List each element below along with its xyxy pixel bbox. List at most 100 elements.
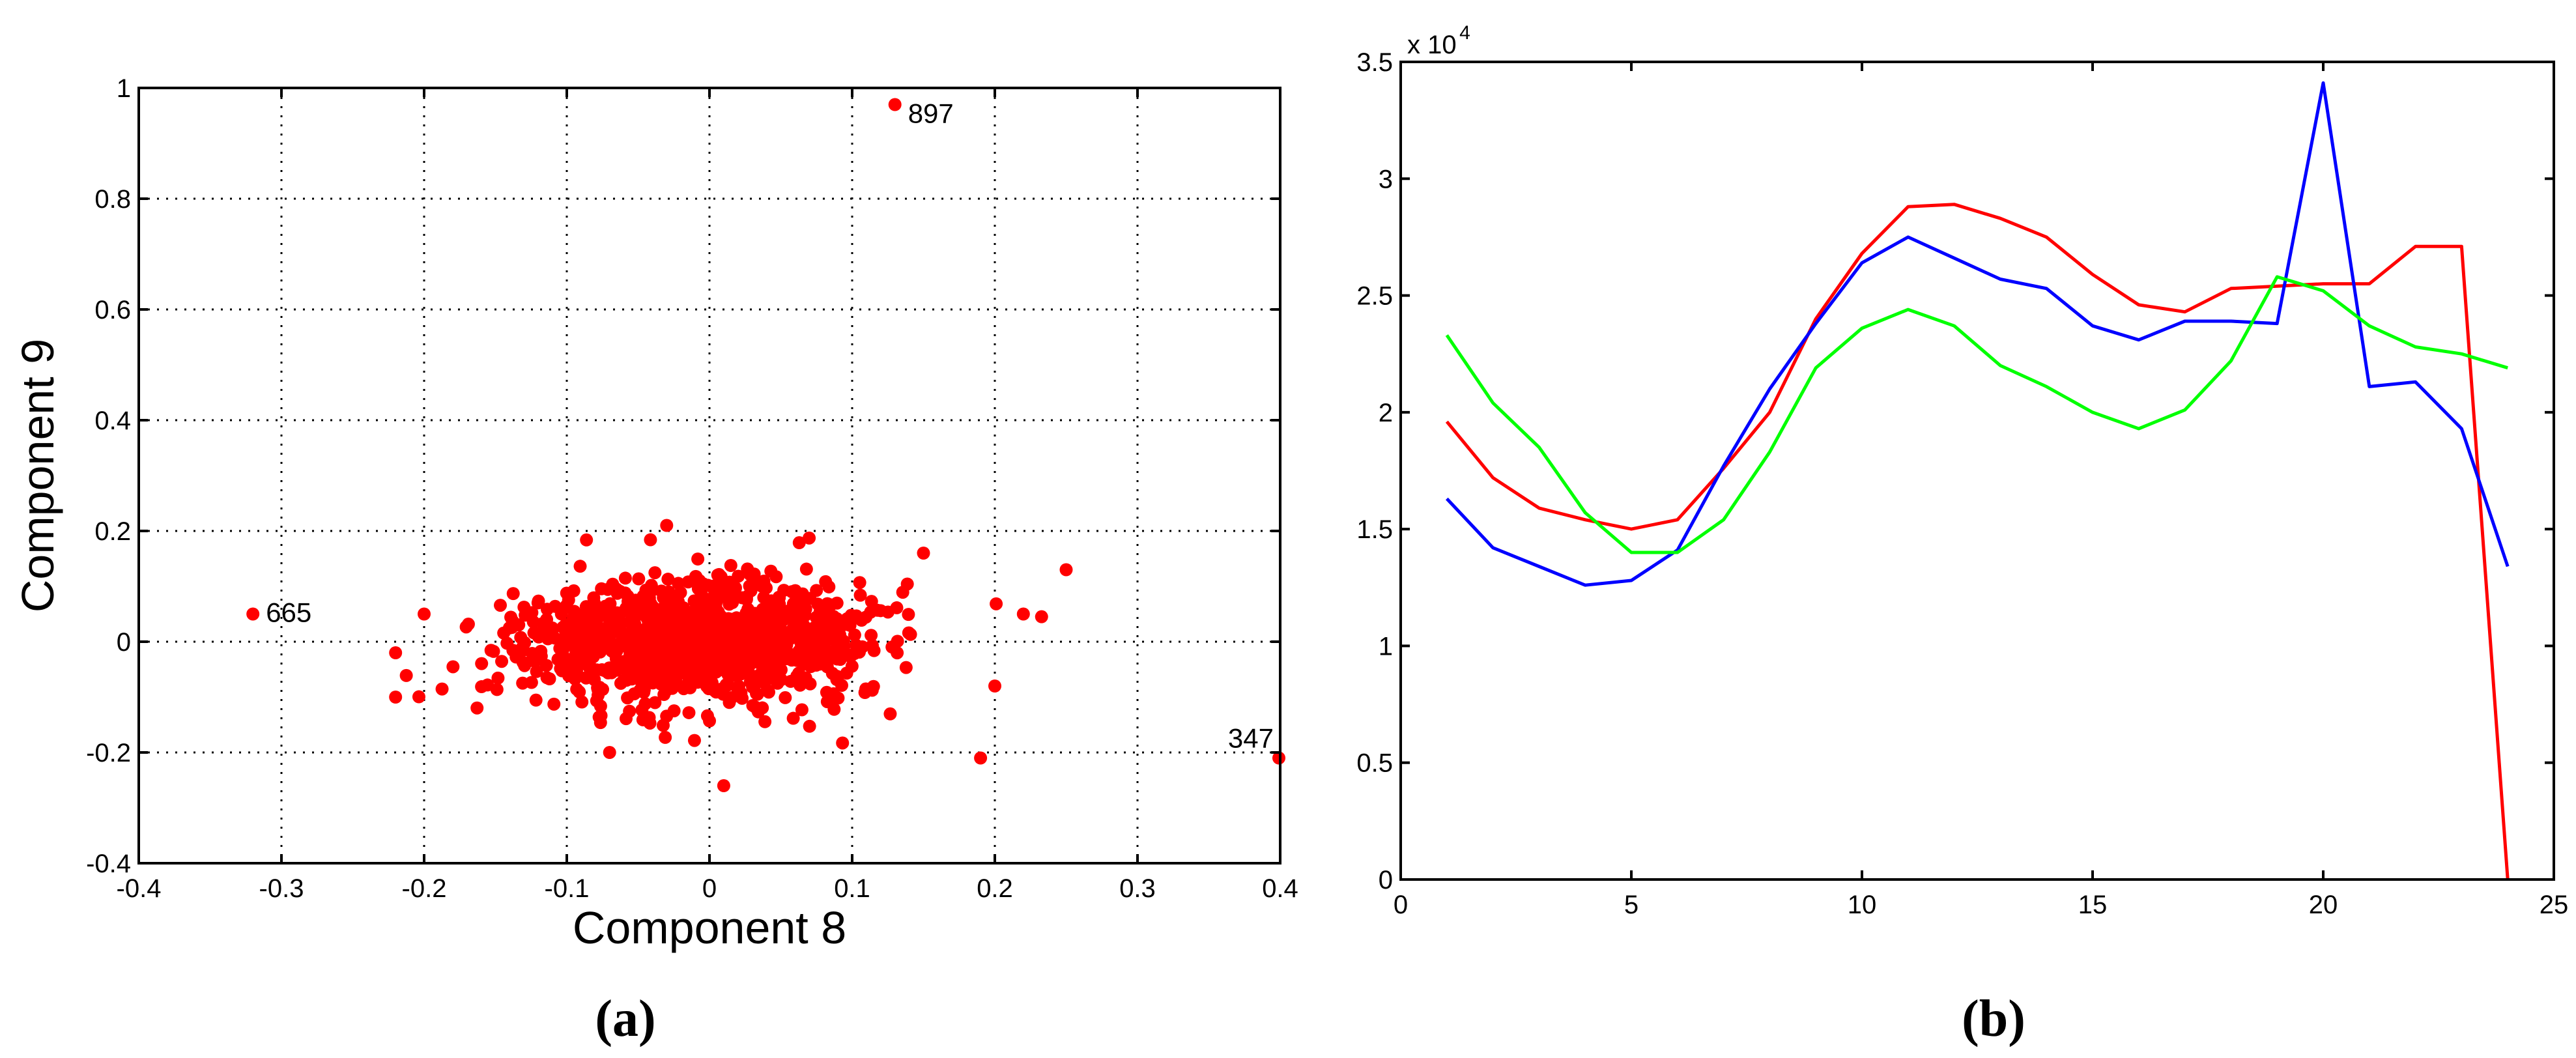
scatter-point <box>745 638 759 652</box>
scatter-point <box>642 672 656 686</box>
scatter-point <box>721 678 735 692</box>
scatter-outlier-point <box>389 691 403 704</box>
scatter-point <box>792 536 806 550</box>
scatter-point <box>796 640 810 653</box>
scatter-outlier-point <box>1016 607 1030 621</box>
scatter-point <box>570 682 584 696</box>
scatter-point <box>760 581 773 595</box>
scatter-annotated-points: 897 665 347 <box>246 98 1285 765</box>
scatter-point <box>603 625 617 638</box>
scatter-point <box>648 602 661 616</box>
line-x-ticks: 0 5 10 15 20 25 <box>1394 62 2568 919</box>
scatter-x-tick-label: 0.4 <box>1262 874 1298 903</box>
scatter-point <box>661 573 675 586</box>
scatter-point <box>865 683 879 697</box>
scatter-point <box>896 586 909 599</box>
scatter-point <box>831 671 844 685</box>
scatter-point <box>529 693 543 707</box>
annotated-point-marker <box>246 607 260 621</box>
scatter-x-tick-label: 0 <box>702 874 717 903</box>
line-y-tick-label: 2.5 <box>1356 282 1393 311</box>
scatter-outlier-point <box>988 679 1001 693</box>
annotated-point-label: 897 <box>908 98 954 129</box>
line-x-tick-label: 10 <box>1848 891 1877 919</box>
scatter-y-tick-label: 0.2 <box>94 517 131 546</box>
scatter-point <box>881 605 894 619</box>
scatter-point <box>736 691 749 705</box>
scatter-x-tick-label: -0.3 <box>259 874 304 903</box>
scatter-point <box>848 628 861 642</box>
scatter-point <box>490 683 504 696</box>
scatter-x-tick-label: -0.2 <box>402 874 447 903</box>
scatter-point <box>727 668 741 682</box>
scatter-point <box>683 677 696 691</box>
scatter-point <box>594 709 608 722</box>
scatter-x-tick-label: 0.1 <box>834 874 870 903</box>
scatter-point <box>475 657 489 670</box>
scatter-point <box>795 703 809 717</box>
scatter-point <box>810 584 823 597</box>
scatter-point <box>621 691 635 705</box>
scatter-point <box>497 626 511 640</box>
scatter-x-tick-label: -0.1 <box>545 874 590 903</box>
scatter-point <box>638 651 651 665</box>
scatter-point <box>770 671 784 685</box>
scatter-point <box>690 597 704 610</box>
scatter-point <box>899 661 913 674</box>
scatter-point <box>667 704 681 718</box>
scatter-point <box>827 610 840 623</box>
scatter-point <box>687 638 701 651</box>
scatter-point <box>758 623 772 637</box>
scatter-point <box>677 659 691 672</box>
scatter-point <box>509 650 523 664</box>
scatter-point <box>749 700 762 714</box>
scatter-point <box>682 706 696 719</box>
scatter-point <box>573 560 587 573</box>
scatter-y-tick-label: 0.4 <box>94 407 131 435</box>
line-x-tick-label: 20 <box>2309 891 2338 919</box>
scatter-point <box>683 611 697 625</box>
panel-label-b: (b) <box>1962 990 2025 1048</box>
scatter-outlier-point <box>717 779 730 792</box>
scatter-point <box>560 586 573 600</box>
scatter-point <box>788 616 801 629</box>
line-y-tick-label: 3.5 <box>1356 48 1393 77</box>
scatter-outlier-point <box>389 646 403 659</box>
scatter-point <box>516 640 530 654</box>
scatter-point <box>591 620 605 633</box>
scatter-point <box>822 630 835 644</box>
scatter-point <box>758 715 772 728</box>
scatter-point <box>495 655 509 668</box>
scatter-point <box>762 685 775 699</box>
scatter-point <box>470 701 484 715</box>
scatter-point <box>693 669 707 683</box>
scatter-point <box>571 633 585 647</box>
scatter-point <box>843 618 857 632</box>
scatter-point <box>786 711 800 725</box>
scatter-point <box>621 633 635 647</box>
scatter-point <box>645 584 659 597</box>
scatter-point <box>648 566 662 580</box>
scatter-point <box>644 533 657 547</box>
scatter-x-tick-label: 0.3 <box>1119 874 1156 903</box>
line-series-3 <box>1445 275 2508 554</box>
scatter-point <box>746 578 760 592</box>
scatter-point <box>663 640 677 654</box>
annotated-point-label: 347 <box>1228 723 1274 754</box>
scatter-x-ticks: -0.4 -0.3 -0.2 -0.1 0 0.1 0.2 0.3 0.4 <box>117 88 1298 903</box>
scatter-point <box>819 575 833 588</box>
scatter-point <box>712 648 726 662</box>
scatter-point <box>714 614 728 628</box>
scatter-point <box>797 657 811 671</box>
scatter-point <box>516 676 530 690</box>
scatter-point <box>506 614 519 627</box>
scatter-point <box>691 552 705 566</box>
scatter-point <box>810 657 824 670</box>
line-y-tick-label: 0 <box>1379 866 1393 894</box>
scatter-x-tick-label: 0.2 <box>977 874 1013 903</box>
scatter-point <box>865 595 878 608</box>
scatter-point <box>491 671 505 685</box>
scatter-point <box>618 657 631 671</box>
scatter-outlier-point <box>418 607 431 621</box>
scatter-point <box>772 590 786 604</box>
